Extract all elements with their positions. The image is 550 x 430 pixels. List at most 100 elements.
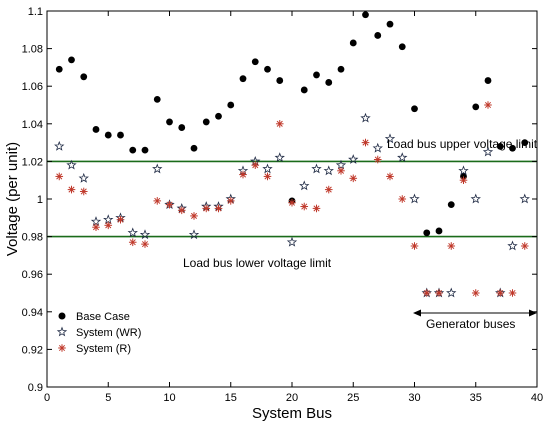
data-point bbox=[251, 58, 259, 66]
data-point bbox=[274, 152, 285, 163]
data-point bbox=[90, 216, 102, 226]
data-point bbox=[507, 240, 518, 251]
data-point bbox=[447, 201, 455, 209]
legend-item-system-wr: System (WR) bbox=[56, 326, 141, 339]
y-tick-label: 1.04 bbox=[22, 119, 43, 131]
data-point bbox=[482, 146, 494, 157]
legend-marker-system-wr bbox=[56, 326, 68, 337]
data-point bbox=[458, 165, 469, 176]
data-point bbox=[275, 120, 284, 128]
data-point bbox=[311, 163, 322, 174]
data-point bbox=[470, 193, 481, 204]
legend-star-shape bbox=[56, 326, 68, 337]
x-tick-label: 0 bbox=[44, 392, 50, 404]
legend-label-system-r: System (R) bbox=[76, 343, 131, 355]
x-tick-label: 5 bbox=[105, 392, 111, 404]
lower-limit-label: Load bus lower voltage limit bbox=[183, 256, 332, 270]
data-point bbox=[67, 185, 76, 194]
data-point bbox=[188, 229, 200, 240]
data-point bbox=[239, 75, 247, 83]
data-point bbox=[496, 142, 504, 150]
data-point bbox=[116, 215, 125, 224]
data-point bbox=[80, 73, 88, 81]
data-point bbox=[264, 65, 271, 73]
y-tick-label: 1.02 bbox=[22, 156, 43, 168]
data-point bbox=[251, 161, 260, 169]
data-point bbox=[178, 124, 186, 131]
data-point bbox=[348, 154, 359, 164]
data-point bbox=[141, 240, 149, 248]
data-point bbox=[484, 77, 492, 84]
y-tick-label: 0.96 bbox=[22, 269, 43, 281]
data-point bbox=[263, 172, 272, 181]
data-point bbox=[55, 172, 64, 181]
data-point bbox=[372, 142, 383, 153]
data-point bbox=[386, 20, 394, 28]
data-point bbox=[362, 11, 369, 19]
data-point bbox=[166, 118, 173, 126]
data-point bbox=[324, 185, 333, 194]
data-point bbox=[226, 197, 235, 205]
y-tick-label: 1 bbox=[37, 194, 43, 206]
legend-label-system-wr: System (WR) bbox=[76, 327, 141, 339]
data-point bbox=[435, 227, 443, 235]
data-point bbox=[471, 289, 480, 297]
series-system-r bbox=[55, 101, 529, 297]
data-point bbox=[129, 146, 137, 154]
x-tick-label: 30 bbox=[408, 392, 420, 404]
data-point bbox=[384, 133, 396, 144]
data-point bbox=[337, 167, 345, 175]
y-tick-label: 0.9 bbox=[28, 382, 43, 394]
data-point bbox=[472, 103, 480, 111]
data-point bbox=[349, 174, 358, 183]
data-point bbox=[398, 195, 407, 203]
x-tick-label: 35 bbox=[470, 392, 482, 404]
data-point bbox=[153, 95, 161, 103]
data-point bbox=[286, 236, 298, 247]
arrow-head-right bbox=[529, 309, 537, 317]
data-point bbox=[411, 105, 418, 113]
series-base-case bbox=[55, 11, 529, 237]
data-point bbox=[422, 289, 431, 297]
data-point bbox=[435, 289, 443, 297]
y-tick-label: 0.94 bbox=[22, 307, 43, 319]
legend-item-base-case: Base Case bbox=[58, 311, 130, 323]
data-point bbox=[386, 172, 394, 181]
data-point bbox=[141, 146, 149, 154]
y-tick-label: 1.08 bbox=[22, 44, 43, 56]
data-point bbox=[410, 242, 419, 250]
data-point bbox=[446, 287, 457, 298]
data-point bbox=[92, 223, 100, 231]
data-point bbox=[484, 101, 492, 109]
data-point bbox=[337, 65, 345, 73]
x-tick-label: 40 bbox=[531, 392, 543, 404]
data-point bbox=[152, 163, 163, 174]
upper-limit-label: Load bus upper voltage limit bbox=[387, 137, 538, 151]
data-point bbox=[177, 206, 186, 215]
data-point bbox=[397, 152, 408, 163]
data-point bbox=[202, 118, 210, 126]
data-point bbox=[520, 242, 529, 250]
y-tick-label: 0.92 bbox=[22, 344, 43, 356]
generator-buses-label: Generator buses bbox=[426, 317, 515, 331]
data-point bbox=[127, 227, 138, 238]
data-point bbox=[519, 193, 530, 204]
data-point bbox=[299, 180, 310, 191]
legend: Base Case System (WR) System (R) bbox=[56, 311, 141, 355]
x-tick-label: 10 bbox=[163, 392, 175, 404]
data-point bbox=[214, 204, 223, 213]
data-point bbox=[139, 229, 151, 240]
data-point bbox=[190, 144, 198, 152]
data-point bbox=[92, 126, 100, 133]
data-point bbox=[373, 155, 382, 164]
x-tick-label: 25 bbox=[347, 392, 359, 404]
data-point bbox=[508, 289, 517, 297]
data-point bbox=[312, 204, 321, 213]
legend-item-system-r: System (R) bbox=[58, 343, 131, 355]
data-point bbox=[165, 200, 174, 209]
reference-lines bbox=[47, 160, 537, 238]
data-point bbox=[459, 176, 468, 184]
y-tick-label: 0.98 bbox=[22, 232, 43, 244]
data-point bbox=[409, 193, 420, 204]
